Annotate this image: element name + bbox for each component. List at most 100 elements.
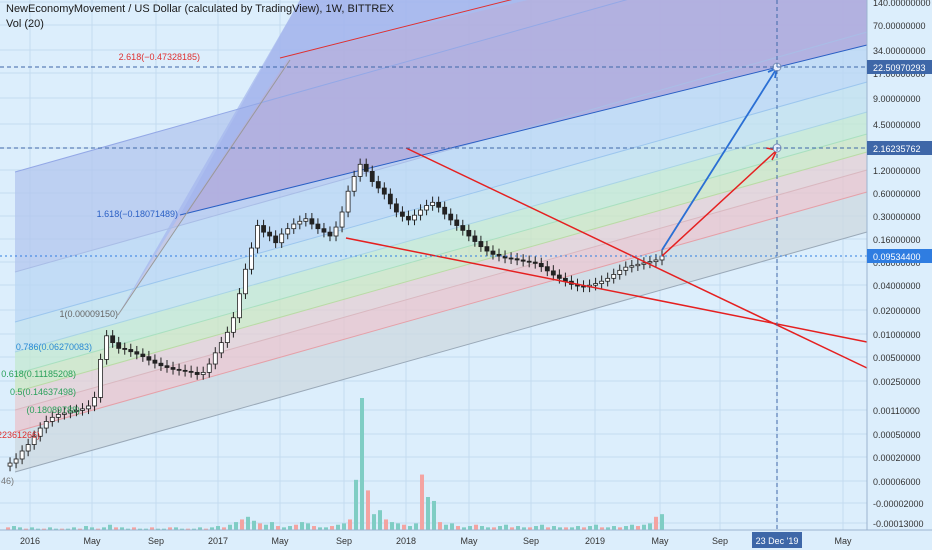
volume-bar [228,524,232,530]
volume-bar [414,523,418,530]
price-tick-label: 0.00110000 [873,406,920,416]
candle-body [110,335,116,344]
volume-bar [180,528,184,530]
candle-body [279,233,285,244]
candle-body [243,268,248,295]
price-tick-label: 140.00000000 [873,0,931,8]
time-tick-label: 2018 [396,536,416,546]
time-tick-label: Sep [523,536,539,546]
candle-body [267,231,273,237]
volume-bar [330,526,334,530]
volume-bar [504,524,508,530]
fib-line [14,31,868,273]
volume-bar [198,527,202,530]
volume-bar [6,527,10,530]
candle-body [599,280,605,284]
volume-bar [300,522,304,530]
candle-body [418,209,423,216]
volume-bar [132,527,136,530]
candle-body [593,283,598,286]
time-tick-label: 2016 [20,536,40,546]
volume-bar [54,528,58,530]
fib-line [14,169,868,411]
candle-body [381,187,387,195]
volume-bar [294,524,298,530]
volume-bar [72,527,76,530]
volume-bar [450,523,454,530]
volume-bar [372,514,376,530]
volume-bar [654,516,658,530]
volume-bars [6,398,664,530]
fib-label: 22361266) [0,430,40,440]
volume-bar [408,526,412,530]
volume-bar [168,527,172,530]
volume-bar [582,527,586,530]
volume-bar [156,528,160,530]
candle-body [472,235,478,242]
candle-body [255,225,260,249]
candle-body [61,412,67,415]
volume-bar [102,527,106,530]
fib-band-top [180,0,867,215]
candles [7,158,665,472]
fib-band-pink [118,0,867,315]
candle-body [484,246,490,252]
volume-bar [90,527,94,530]
volume-bar [222,527,226,530]
volume-bar [240,519,244,530]
candle-body [556,274,562,279]
fib-label: 1.618(−0.18071489) [97,209,178,219]
candle-body [496,253,502,257]
volume-bar [234,522,238,530]
candle-body [351,176,357,192]
candle-body [442,206,448,215]
candle-body [37,427,43,437]
volume-bar [420,474,424,530]
volume-bar [618,527,622,530]
volume-bar [174,527,178,530]
chart-title: NewEconomyMovement / US Dollar (calculat… [6,3,394,15]
volume-bar [252,520,256,530]
fib-band [15,32,867,322]
fib-band [15,152,867,410]
fib-band [15,112,867,374]
volume-bar [564,527,568,530]
fib-fan-line [117,59,291,316]
candle-body [49,416,55,422]
volume-bar [306,523,310,530]
candle-body [641,262,647,265]
volume-bar [462,527,466,530]
volume-bar [378,510,382,530]
candle-body [86,405,91,410]
candle-body [333,226,339,237]
time-tick-label: Sep [336,536,352,546]
volume-bar [516,526,520,530]
volume-bar [486,527,490,530]
price-tick-label: 0.00050000 [873,430,921,440]
candle-body [158,362,164,367]
fib-line-1618 [179,44,868,216]
volume-bar [60,528,64,530]
price-tick-label: 0.00500000 [873,353,921,363]
candle-body [424,205,429,211]
candle-body [98,359,103,398]
candle-body [466,229,472,237]
candle-body [164,365,170,368]
candle-body [436,201,442,208]
candle-body [623,266,629,271]
volume-bar [474,524,478,530]
price-tag-target-low: 2.16235762 [873,144,921,154]
candle-body [538,262,544,268]
candle-body [261,225,266,233]
price-tag-target-high: 22.50970293 [873,63,926,73]
time-tick-label: 2019 [585,536,605,546]
time-tick-label: May [460,536,478,546]
volume-bar [114,527,118,530]
price-tick-label: 0.16000000 [873,235,921,245]
volume-bar [492,527,496,530]
price-tag-last-bg [867,249,932,263]
candle-body [200,371,206,375]
volume-bar [336,524,340,530]
candle-body [387,193,393,205]
